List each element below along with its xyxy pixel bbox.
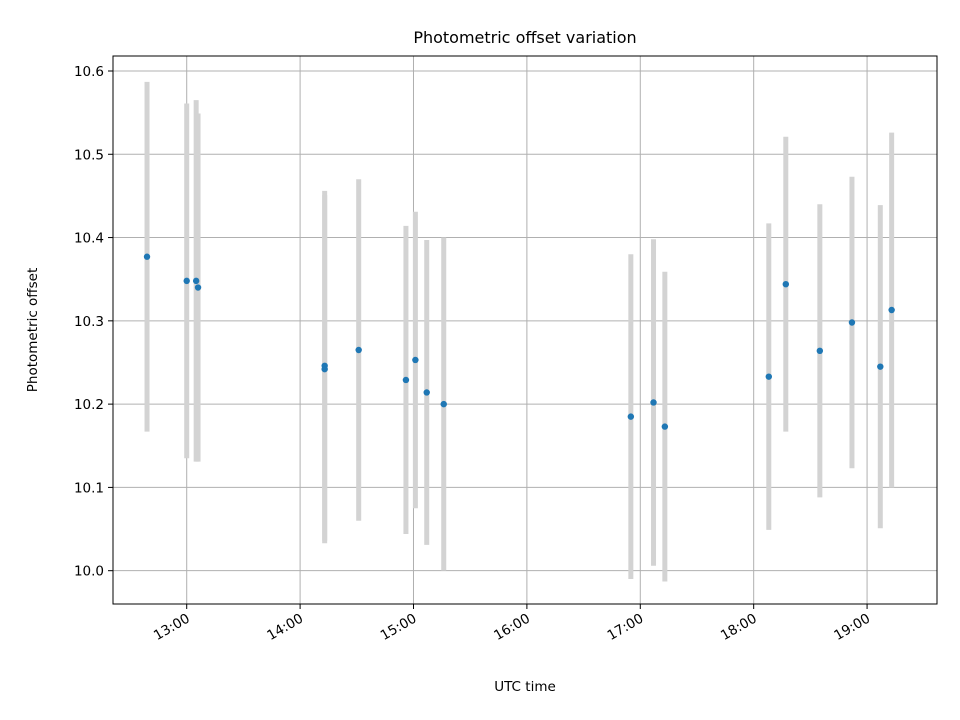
- data-point: [321, 365, 328, 373]
- data-point: [402, 376, 410, 384]
- x-axis-ticks: 13:00 14:00 15:00 16:00 17:00 18:00 19:00: [151, 604, 873, 644]
- y-tick-label: 10.6: [74, 64, 104, 80]
- data-point: [192, 277, 200, 285]
- chart-title: Photometric offset variation: [413, 28, 636, 47]
- data-point: [183, 277, 190, 285]
- data-points: [143, 253, 895, 430]
- x-tick-label: 18:00: [718, 611, 760, 644]
- data-point: [877, 363, 884, 370]
- data-point: [440, 400, 447, 408]
- data-point: [888, 306, 895, 314]
- y-tick-label: 10.4: [74, 231, 104, 247]
- y-axis-ticks: 10.0 10.1 10.2 10.3 10.4 10.5 10.6: [74, 64, 113, 580]
- y-tick-label: 10.0: [74, 564, 104, 580]
- data-point: [355, 346, 362, 354]
- x-tick-label: 16:00: [491, 611, 533, 644]
- x-tick-label: 13:00: [151, 611, 193, 644]
- grid-lines: [113, 56, 937, 604]
- data-point: [650, 399, 657, 406]
- data-point: [848, 319, 856, 326]
- y-tick-label: 10.5: [74, 147, 104, 163]
- plot-frame: [112, 55, 938, 605]
- error-bars: [144, 81, 895, 582]
- data-point: [765, 373, 772, 380]
- x-tick-label: 17:00: [605, 611, 647, 644]
- y-tick-label: 10.2: [74, 397, 104, 413]
- x-tick-label: 14:00: [264, 611, 306, 644]
- data-point: [143, 253, 151, 260]
- data-point: [412, 356, 419, 364]
- data-point: [194, 284, 202, 291]
- x-tick-label: 15:00: [378, 611, 420, 644]
- data-point: [627, 413, 635, 420]
- y-tick-label: 10.1: [74, 480, 104, 496]
- data-point: [782, 280, 790, 288]
- x-axis-label: UTC time: [494, 679, 556, 695]
- data-point: [816, 347, 824, 355]
- data-point: [423, 389, 430, 396]
- y-tick-label: 10.3: [74, 314, 104, 330]
- x-tick-label: 19:00: [831, 611, 873, 644]
- data-point: [661, 423, 669, 430]
- y-axis-label: Photometric offset: [25, 268, 41, 392]
